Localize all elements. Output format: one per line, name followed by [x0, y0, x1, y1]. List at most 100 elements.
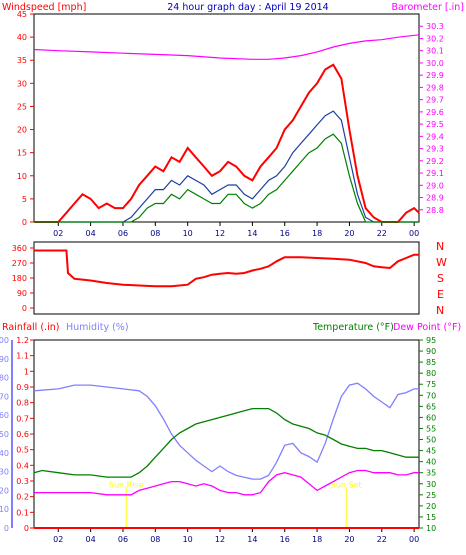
dewpoint-axis-label: Dew Point (°F) — [393, 322, 461, 333]
rain-tick-label: 0.2 — [16, 493, 29, 502]
rain-tick-label: 1 — [24, 367, 29, 376]
temperature-axis-label: Temperature (°F) — [312, 322, 394, 333]
rainfall-axis-label: Rainfall (.in) — [2, 322, 59, 333]
dewpoint-line — [34, 469, 419, 496]
time-tick-label-bottom: 16 — [280, 535, 290, 544]
temp-tick-label: 80 — [426, 369, 436, 378]
humidity-tick-label: 70 — [0, 392, 9, 401]
barometer-tick-label: 30.0 — [426, 59, 444, 68]
barometer-tick-label: 29.9 — [426, 71, 444, 80]
rain-tick-label: 0.7 — [16, 414, 29, 423]
temp-tick-label: 55 — [426, 424, 436, 433]
barometer-tick-label: 30.2 — [426, 34, 444, 43]
time-tick-label: 06 — [118, 229, 128, 238]
time-tick-label: 12 — [215, 229, 225, 238]
barometer-tick-label: 29.2 — [426, 157, 444, 166]
time-tick-label-bottom: 14 — [247, 535, 257, 544]
barometer-tick-label: 29.0 — [426, 181, 444, 190]
time-tick-label: 18 — [312, 229, 322, 238]
time-tick-label: 14 — [247, 229, 257, 238]
temp-tick-label: 35 — [426, 469, 436, 478]
time-tick-label: 10 — [183, 229, 193, 238]
wind-tick-label: 30 — [17, 79, 27, 88]
barometer-tick-label: 29.4 — [426, 132, 444, 141]
time-tick-label: 04 — [86, 229, 96, 238]
chart-marks: 05101520253035404528.828.929.029.129.229… — [0, 10, 444, 544]
humidity-tick-label: 0 — [4, 524, 9, 533]
time-tick-label-bottom: 22 — [377, 535, 387, 544]
windspeed-line — [34, 63, 420, 223]
temp-tick-label: 25 — [426, 491, 436, 500]
humidity-tick-label: 10 — [0, 505, 9, 514]
time-tick-label-bottom: 18 — [312, 535, 322, 544]
direction-tick-label: 360 — [12, 244, 27, 253]
humidity-tick-label: 100 — [0, 336, 9, 345]
humidity-tick-label: 60 — [0, 411, 9, 420]
direction-tick-label: 0 — [22, 304, 27, 313]
rain-tick-label: 0.9 — [16, 383, 29, 392]
temp-tick-label: 10 — [426, 524, 436, 533]
temp-tick-label: 45 — [426, 447, 436, 456]
temp-tick-label: 15 — [426, 513, 436, 522]
humidity-line — [33, 382, 419, 480]
wind-panel-frame — [33, 13, 420, 223]
sunset-label: Sun Set — [331, 480, 362, 489]
humidity-tick-label: 90 — [0, 355, 9, 364]
humidity-tick-label: 20 — [0, 486, 9, 495]
temperature-line — [33, 407, 419, 478]
chart-title: 24 hour graph day : April 19 2014 — [167, 2, 328, 13]
wind-tick-label: 5 — [22, 195, 27, 204]
compass-label-s: S — [437, 272, 444, 285]
compass-label-n-top: N — [436, 240, 444, 253]
temp-tick-label: 20 — [426, 502, 436, 511]
time-tick-label-bottom: 10 — [183, 535, 193, 544]
temp-tick-label: 95 — [426, 336, 436, 345]
barometer-tick-label: 29.5 — [426, 120, 444, 129]
rain-tick-label: 0.5 — [16, 446, 29, 455]
barometer-tick-label: 29.6 — [426, 108, 444, 117]
temp-tick-label: 70 — [426, 391, 436, 400]
barometer-tick-label: 30.1 — [426, 47, 444, 56]
temp-tick-label: 65 — [426, 402, 436, 411]
humidity-tick-label: 50 — [0, 430, 9, 439]
compass-label-n-bottom: N — [436, 304, 444, 317]
humidity-tick-label: 30 — [0, 468, 9, 477]
compass-label-w: W — [436, 256, 447, 269]
rain-tick-label: 0.6 — [16, 430, 29, 439]
rain-tick-label: 0.8 — [16, 399, 29, 408]
wind-tick-label: 35 — [17, 56, 27, 65]
wind-direction-line — [34, 249, 419, 288]
rain-tick-label: 0 — [24, 524, 29, 533]
barometer-tick-label: 29.8 — [426, 83, 444, 92]
wind-tick-label: 0 — [22, 218, 27, 227]
humidity-tick-label: 80 — [0, 374, 9, 383]
barometer-tick-label: 29.7 — [426, 96, 444, 105]
temp-tick-label: 75 — [426, 380, 436, 389]
wind-tick-label: 10 — [17, 172, 27, 181]
time-tick-label-bottom: 08 — [150, 535, 160, 544]
gust-average-line — [34, 110, 419, 223]
temp-tick-label: 85 — [426, 358, 436, 367]
time-tick-label-bottom: 04 — [86, 535, 96, 544]
wind-tick-label: 20 — [17, 126, 27, 135]
time-tick-label: 02 — [53, 229, 63, 238]
direction-tick-label: 180 — [12, 274, 27, 283]
compass-label-e: E — [437, 288, 444, 301]
barometer-tick-label: 28.9 — [426, 194, 444, 203]
time-tick-label: 16 — [280, 229, 290, 238]
rain-tick-label: 0.1 — [16, 508, 29, 517]
barometer-axis-label: Barometer [.in] — [391, 2, 464, 13]
barometer-tick-label: 30.3 — [426, 22, 444, 31]
rain-tick-label: 0.4 — [16, 461, 29, 470]
wind-tick-label: 25 — [17, 102, 27, 111]
humidity-axis-label: Humidity (%) — [66, 322, 129, 333]
humidity-tick-label: 40 — [0, 449, 9, 458]
temp-tick-label: 40 — [426, 458, 436, 467]
wind-tick-label: 45 — [17, 10, 27, 19]
time-tick-label-bottom: 20 — [344, 535, 354, 544]
wind-average-line — [34, 133, 419, 223]
time-tick-label: 08 — [150, 229, 160, 238]
temp-tick-label: 90 — [426, 347, 436, 356]
